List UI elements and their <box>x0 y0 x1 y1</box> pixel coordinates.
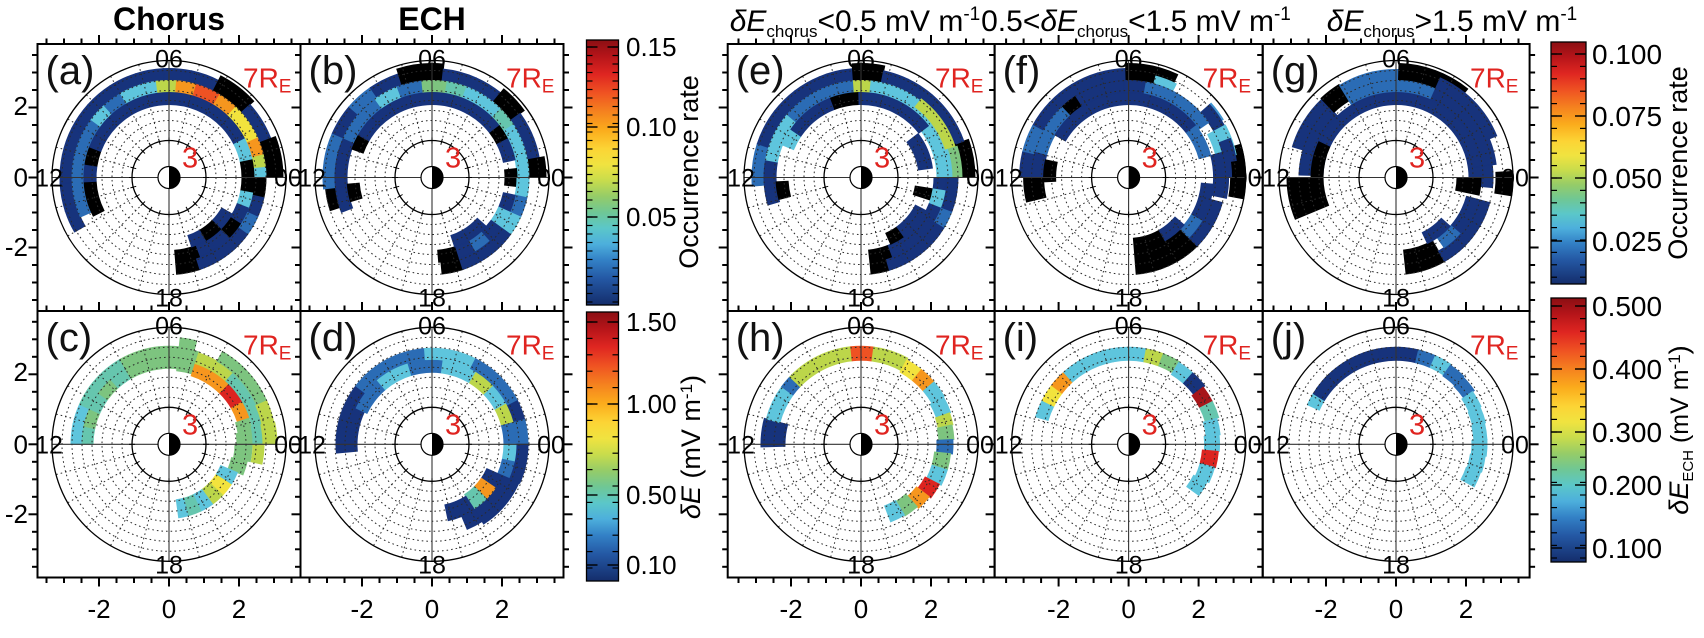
svg-text:1.50: 1.50 <box>626 307 677 337</box>
svg-text:3: 3 <box>1142 143 1158 175</box>
svg-text:(c): (c) <box>46 316 93 360</box>
svg-text:2: 2 <box>924 594 938 624</box>
svg-text:18: 18 <box>847 551 875 579</box>
svg-text:06: 06 <box>1115 46 1143 74</box>
svg-text:2: 2 <box>14 357 28 387</box>
svg-text:(j): (j) <box>1271 316 1307 360</box>
svg-text:06: 06 <box>1115 312 1143 340</box>
svg-text:06: 06 <box>155 312 183 340</box>
svg-text:δEchorus<0.5 mV m-1: δEchorus<0.5 mV m-1 <box>730 4 981 41</box>
svg-text:0.100: 0.100 <box>1592 533 1662 564</box>
svg-text:06: 06 <box>418 312 446 340</box>
svg-text:0.300: 0.300 <box>1592 417 1662 448</box>
svg-text:3: 3 <box>874 409 890 441</box>
svg-text:0: 0 <box>425 594 439 624</box>
svg-text:7RE: 7RE <box>1203 329 1251 364</box>
svg-text:2: 2 <box>14 91 28 121</box>
svg-text:ECH: ECH <box>398 1 466 37</box>
svg-text:12: 12 <box>1262 165 1290 193</box>
svg-text:06: 06 <box>418 46 446 74</box>
svg-text:7RE: 7RE <box>506 329 554 364</box>
svg-text:3: 3 <box>1409 143 1425 175</box>
svg-text:18: 18 <box>1382 551 1410 579</box>
svg-text:0.15: 0.15 <box>626 32 677 62</box>
svg-text:3: 3 <box>182 143 198 175</box>
svg-text:-2: -2 <box>779 594 802 624</box>
svg-text:3: 3 <box>1142 409 1158 441</box>
svg-text:12: 12 <box>298 165 326 193</box>
svg-text:12: 12 <box>727 431 755 459</box>
svg-text:0: 0 <box>854 594 868 624</box>
svg-text:Occurrence rate: Occurrence rate <box>674 75 704 269</box>
svg-text:(g): (g) <box>1271 49 1320 93</box>
svg-text:0.100: 0.100 <box>1592 39 1662 70</box>
svg-text:2: 2 <box>232 594 246 624</box>
svg-text:0: 0 <box>1389 594 1403 624</box>
svg-text:2: 2 <box>1459 594 1473 624</box>
svg-text:18: 18 <box>155 551 183 579</box>
svg-text:(a): (a) <box>46 49 95 93</box>
svg-text:12: 12 <box>35 431 63 459</box>
svg-text:12: 12 <box>995 165 1023 193</box>
svg-text:12: 12 <box>995 431 1023 459</box>
svg-text:3: 3 <box>445 409 461 441</box>
svg-text:(d): (d) <box>309 316 358 360</box>
svg-text:(i): (i) <box>1003 316 1039 360</box>
svg-text:(e): (e) <box>736 49 785 93</box>
svg-text:-2: -2 <box>87 594 110 624</box>
svg-text:00: 00 <box>537 431 565 459</box>
svg-text:3: 3 <box>445 143 461 175</box>
svg-text:0: 0 <box>14 163 28 193</box>
svg-text:12: 12 <box>727 165 755 193</box>
svg-text:-2: -2 <box>1047 594 1070 624</box>
svg-text:-2: -2 <box>350 594 373 624</box>
svg-text:0: 0 <box>14 429 28 459</box>
svg-text:0.075: 0.075 <box>1592 101 1662 132</box>
svg-text:0: 0 <box>1121 594 1135 624</box>
svg-text:-2: -2 <box>1314 594 1337 624</box>
svg-text:06: 06 <box>155 46 183 74</box>
svg-text:06: 06 <box>847 46 875 74</box>
svg-text:-2: -2 <box>5 232 28 262</box>
svg-text:3: 3 <box>182 409 198 441</box>
svg-text:0.025: 0.025 <box>1592 226 1662 257</box>
svg-text:δEECH (mV m-1): δEECH (mV m-1) <box>1664 345 1697 514</box>
svg-text:1.00: 1.00 <box>626 389 677 419</box>
svg-text:0.5<δEchorus<1.5 mV m-1: 0.5<δEchorus<1.5 mV m-1 <box>981 4 1291 41</box>
svg-text:18: 18 <box>418 551 446 579</box>
svg-text:δEchorus>1.5 mV m-1: δEchorus>1.5 mV m-1 <box>1327 4 1578 41</box>
svg-text:0.500: 0.500 <box>1592 291 1662 322</box>
svg-text:06: 06 <box>1382 46 1410 74</box>
svg-text:0: 0 <box>162 594 176 624</box>
svg-text:06: 06 <box>847 312 875 340</box>
svg-text:-2: -2 <box>5 499 28 529</box>
svg-text:0.200: 0.200 <box>1592 470 1662 501</box>
svg-text:12: 12 <box>35 165 63 193</box>
svg-text:00: 00 <box>537 165 565 193</box>
svg-text:(h): (h) <box>736 316 785 360</box>
svg-text:3: 3 <box>874 143 890 175</box>
svg-text:18: 18 <box>1115 551 1143 579</box>
svg-text:0.05: 0.05 <box>626 202 677 232</box>
svg-text:Occurrence rate: Occurrence rate <box>1663 66 1693 260</box>
svg-text:00: 00 <box>1501 165 1529 193</box>
svg-text:0.10: 0.10 <box>626 550 677 580</box>
svg-text:δE (mV m-1): δE (mV m-1) <box>676 375 706 519</box>
svg-text:0.050: 0.050 <box>1592 163 1662 194</box>
svg-text:0.10: 0.10 <box>626 112 677 142</box>
svg-text:0.400: 0.400 <box>1592 354 1662 385</box>
svg-text:06: 06 <box>1382 312 1410 340</box>
svg-text:2: 2 <box>1191 594 1205 624</box>
svg-text:3: 3 <box>1409 409 1425 441</box>
svg-text:Chorus: Chorus <box>113 1 225 37</box>
svg-text:(f): (f) <box>1003 49 1041 93</box>
svg-text:(b): (b) <box>309 49 358 93</box>
svg-text:00: 00 <box>1501 431 1529 459</box>
svg-text:12: 12 <box>1262 431 1290 459</box>
svg-text:2: 2 <box>495 594 509 624</box>
svg-text:12: 12 <box>298 431 326 459</box>
svg-text:0.50: 0.50 <box>626 480 677 510</box>
